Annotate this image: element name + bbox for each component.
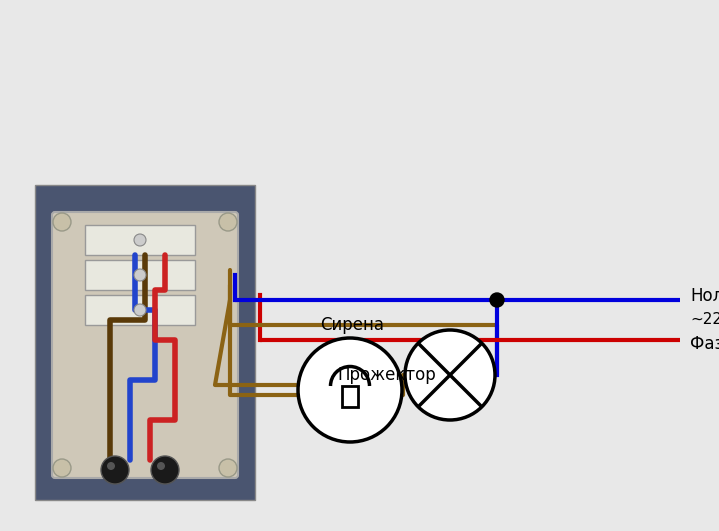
Circle shape	[405, 330, 495, 420]
Text: Фаза: Фаза	[690, 335, 719, 353]
Circle shape	[53, 213, 71, 231]
Circle shape	[219, 213, 237, 231]
Circle shape	[219, 459, 237, 477]
Circle shape	[107, 462, 115, 470]
Bar	[85, 260, 195, 290]
Bar	[342, 386, 358, 407]
Circle shape	[134, 304, 146, 316]
Text: Прожектор: Прожектор	[338, 366, 436, 384]
Text: ~220В: ~220В	[690, 313, 719, 328]
Text: Сирена: Сирена	[320, 316, 384, 334]
Text: Ноль: Ноль	[690, 287, 719, 305]
Bar	[35, 185, 255, 500]
Circle shape	[298, 338, 402, 442]
Circle shape	[53, 459, 71, 477]
Bar	[85, 295, 195, 325]
Circle shape	[134, 234, 146, 246]
Circle shape	[101, 456, 129, 484]
Circle shape	[157, 462, 165, 470]
Circle shape	[151, 456, 179, 484]
FancyBboxPatch shape	[52, 212, 238, 478]
Bar	[85, 225, 195, 255]
Circle shape	[490, 293, 504, 307]
Circle shape	[134, 269, 146, 281]
